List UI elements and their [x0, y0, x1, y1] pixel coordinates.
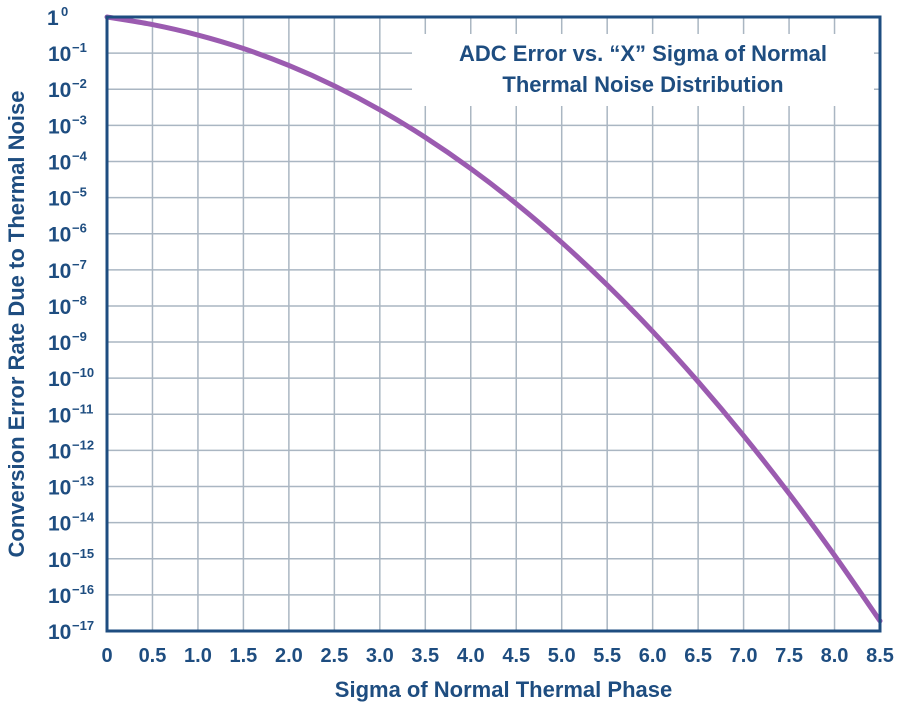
- y-tick-exponent: −17: [72, 618, 94, 633]
- y-tick-label: 10: [48, 115, 71, 138]
- y-tick-label: 10: [48, 621, 71, 644]
- x-tick-label: 6.0: [639, 645, 667, 667]
- y-tick-exponent: −14: [72, 510, 95, 525]
- y-axis-ticks: 1 010−110−210−310−410−510−610−710−810−910…: [47, 4, 95, 644]
- y-tick-label: 10: [48, 79, 71, 102]
- x-tick-label: 6.5: [684, 645, 712, 667]
- x-tick-label: 3.0: [366, 645, 394, 667]
- y-tick-exponent: −16: [72, 582, 94, 597]
- x-tick-label: 7.5: [775, 645, 803, 667]
- x-axis-ticks: 0 0.5 1.0 1.5 2.0 2.5 3.0 3.5 4.0 4.5 5.0 5.5 6.0 6.5…: [101, 645, 893, 667]
- y-tick-label: 10: [48, 188, 71, 211]
- y-tick-exponent: −3: [72, 112, 87, 127]
- y-tick-label: 10: [48, 585, 71, 608]
- y-tick-exponent: −8: [72, 293, 87, 308]
- x-tick-label: 1.5: [230, 645, 258, 667]
- y-tick-exponent: −9: [72, 329, 87, 344]
- x-tick-label: 5.0: [548, 645, 576, 667]
- grid-lines: [107, 17, 880, 631]
- y-tick-label: 10: [48, 332, 71, 355]
- y-tick-exponent: −4: [72, 148, 88, 163]
- x-axis-label: Sigma of Normal Thermal Phase: [335, 677, 672, 702]
- y-tick-exponent: −2: [72, 76, 87, 91]
- y-tick-label: 10: [48, 368, 71, 391]
- y-tick-exponent: −1: [72, 40, 87, 55]
- y-tick-exponent: −11: [72, 401, 93, 416]
- y-tick-label: 10: [48, 224, 71, 247]
- x-tick-label: 1.0: [184, 645, 212, 667]
- y-tick-label: 10: [48, 549, 71, 572]
- y-tick-label: 10: [48, 151, 71, 174]
- y-tick-exponent: −15: [72, 546, 94, 561]
- chart-title-line-1: ADC Error vs. “X” Sigma of Normal: [459, 41, 827, 66]
- y-tick-label: 10: [48, 440, 71, 463]
- y-tick-exponent: −7: [72, 257, 87, 272]
- x-tick-label: 8.0: [821, 645, 849, 667]
- x-tick-label: 4.0: [457, 645, 485, 667]
- y-tick-exponent: −10: [72, 365, 94, 380]
- y-tick-exponent: −5: [72, 185, 87, 200]
- y-tick-label: 10: [48, 260, 71, 283]
- x-tick-label: 5.5: [593, 645, 621, 667]
- y-tick-label: 10: [48, 404, 71, 427]
- plot-frame: [105, 15, 882, 633]
- y-tick-label: 1: [47, 7, 59, 30]
- y-tick-label: 10: [48, 296, 71, 319]
- x-tick-label: 3.5: [411, 645, 439, 667]
- y-axis-label: Conversion Error Rate Due to Thermal Noi…: [4, 91, 29, 558]
- x-tick-label: 4.5: [502, 645, 530, 667]
- y-tick-exponent: −13: [72, 474, 94, 489]
- chart-title-box: ADC Error vs. “X” Sigma of Normal Therma…: [412, 34, 874, 106]
- chart-title-line-2: Thermal Noise Distribution: [502, 72, 783, 97]
- x-tick-label: 7.0: [730, 645, 758, 667]
- x-tick-label: 2.5: [320, 645, 348, 667]
- y-tick-label: 10: [48, 477, 71, 500]
- x-tick-label: 0: [101, 645, 112, 667]
- y-tick-label: 10: [48, 43, 71, 66]
- x-tick-label: 8.5: [866, 645, 894, 667]
- y-tick-label: 10: [48, 513, 71, 536]
- y-tick-exponent: 0: [61, 4, 68, 19]
- x-tick-label: 0.5: [139, 645, 167, 667]
- x-tick-label: 2.0: [275, 645, 303, 667]
- y-tick-exponent: −6: [72, 221, 87, 236]
- series-line: [104, 14, 883, 624]
- y-tick-exponent: −12: [72, 437, 94, 452]
